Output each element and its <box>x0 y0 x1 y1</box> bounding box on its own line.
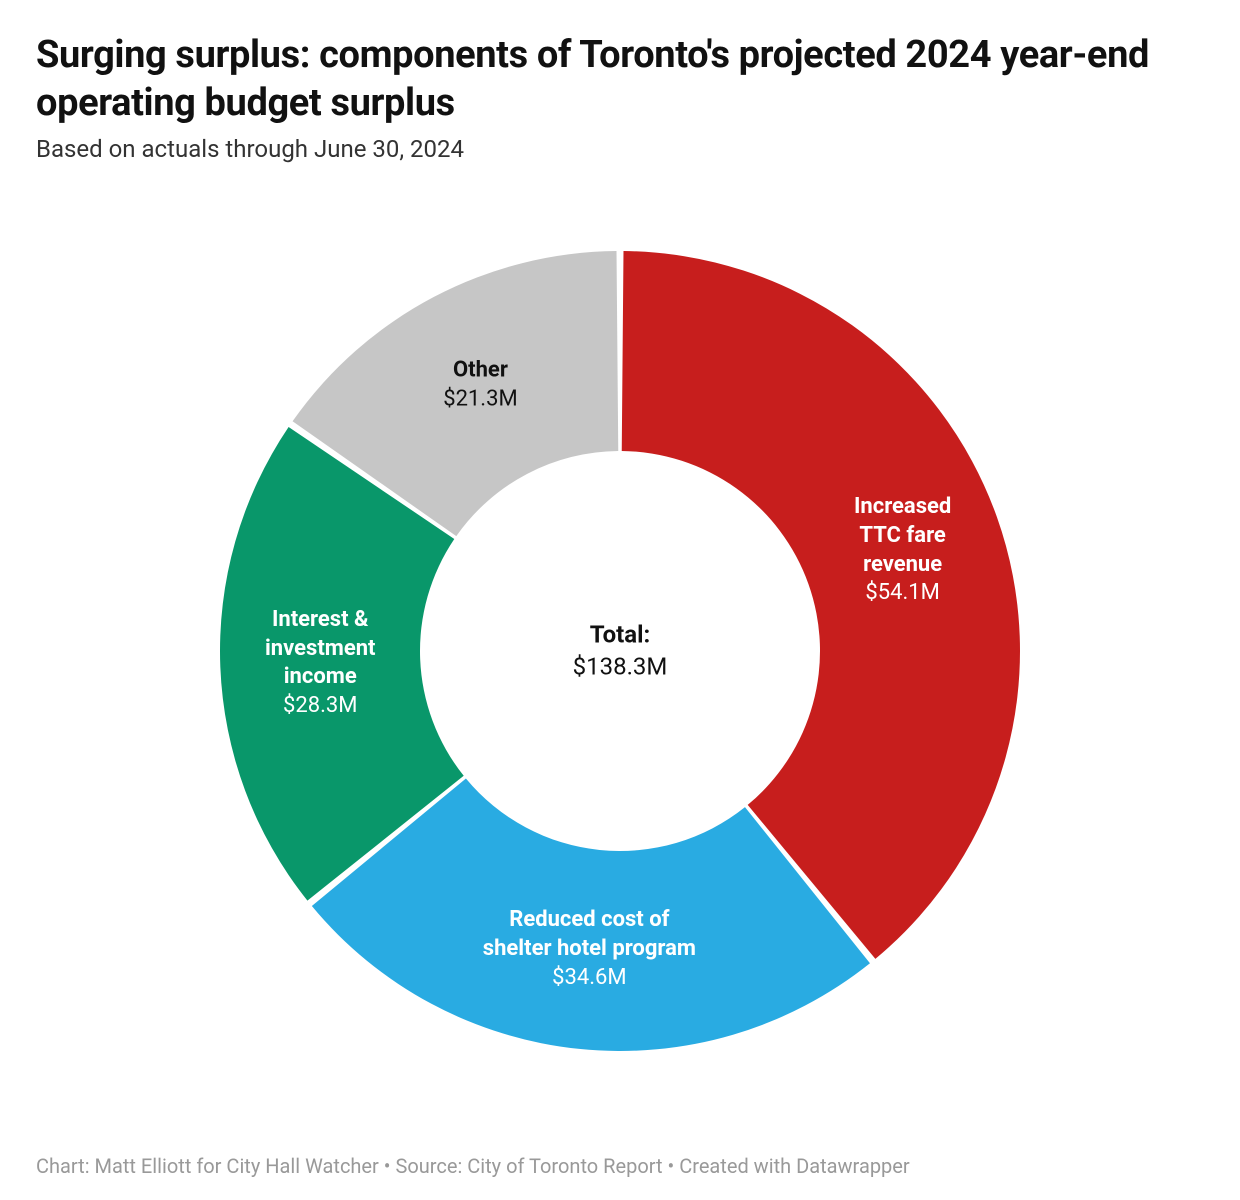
chart-title: Surging surplus: components of Toronto's… <box>36 32 1204 127</box>
donut-chart: Total: $138.3M IncreasedTTC farerevenue$… <box>36 171 1204 1131</box>
chart-container: Surging surplus: components of Toronto's… <box>0 0 1240 1200</box>
center-label-bottom: $138.3M <box>573 651 668 683</box>
chart-footer: Chart: Matt Elliott for City Hall Watche… <box>36 1154 910 1178</box>
center-label-top: Total: <box>573 619 668 651</box>
chart-subtitle: Based on actuals through June 30, 2024 <box>36 135 1204 163</box>
donut-center-label: Total: $138.3M <box>573 619 668 684</box>
